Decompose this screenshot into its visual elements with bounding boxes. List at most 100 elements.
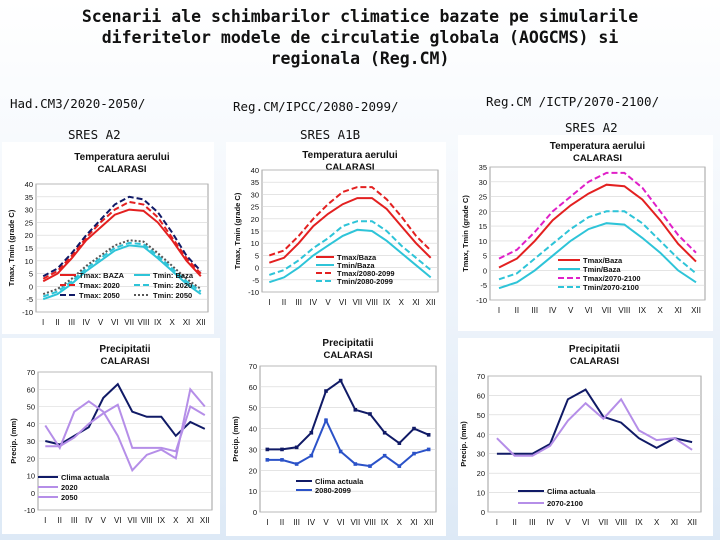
chart-title: Temperatura aerului	[302, 150, 398, 161]
series-line	[42, 195, 202, 278]
y-axis-label: Tmax, Tmin (grade C)	[7, 209, 16, 286]
y-tick-label: 10	[27, 472, 35, 481]
y-tick-label: -5	[26, 295, 33, 304]
data-point	[412, 451, 416, 456]
series-line	[496, 388, 693, 455]
legend-label: Clima actuala	[61, 473, 110, 482]
y-tick-label: 25	[479, 193, 487, 202]
series-line	[268, 186, 432, 257]
x-tick-label: XII	[424, 518, 434, 527]
x-tick-label: VII	[124, 318, 134, 327]
legend-label: Tmax: 2020	[79, 281, 120, 290]
data-point	[426, 433, 431, 437]
x-tick-label: I	[268, 298, 270, 307]
legend-label: Tmin/Baza	[583, 265, 621, 274]
x-tick-label: I	[496, 518, 498, 527]
legend-label: Tmax/2070-2100	[583, 274, 641, 283]
x-tick-label: IX	[635, 518, 643, 527]
x-tick-label: III	[529, 518, 536, 527]
legend-label: Clima actuala	[547, 487, 596, 496]
data-point	[397, 441, 402, 445]
legend-label: 2070-2100	[547, 499, 583, 508]
data-point	[338, 449, 343, 454]
chart-subtitle: CALARASI	[325, 162, 374, 173]
y-axis-label: Precip. (mm)	[231, 416, 240, 462]
series-line	[498, 171, 697, 260]
y-tick-label: 15	[25, 244, 33, 253]
chart-title: Precipitatii	[569, 344, 620, 355]
x-tick-label: IV	[549, 306, 557, 315]
precipitation-chart-2: Precipitatii CALARASI 0 10 20 30 40 50 60 70 I II II…	[226, 332, 446, 536]
y-tick-label: 20	[479, 207, 487, 216]
y-tick-label: 0	[31, 489, 35, 498]
x-tick-label: IX	[381, 518, 389, 527]
temperature-chart-1: Temperatura aerului CALARASI -10 -5 0 5 10 15 20…	[2, 142, 214, 334]
y-tick-label: 0	[253, 508, 257, 517]
y-tick-label: 50	[249, 404, 257, 413]
y-tick-label: 10	[249, 487, 257, 496]
legend-label: Tmax: BAZA	[79, 271, 125, 280]
y-tick-label: 0	[481, 508, 485, 517]
y-tick-label: 40	[27, 420, 35, 429]
chart-title: Precipitatii	[322, 338, 373, 349]
data-point	[338, 378, 343, 383]
y-tick-label: 10	[479, 237, 487, 246]
series-line	[498, 210, 697, 281]
y-tick-label: 35	[251, 178, 259, 187]
data-point	[309, 430, 314, 435]
x-tick-label: II	[512, 518, 516, 527]
temperature-chart-2: Temperatura aerului CALARASI -10 -5 0 5 10 15 20…	[226, 142, 446, 334]
x-tick-label: IV	[82, 318, 90, 327]
x-tick-label: I	[42, 318, 44, 327]
x-tick-label: VIII	[366, 298, 378, 307]
x-tick-label: VII	[598, 518, 608, 527]
y-tick-label: -10	[248, 288, 259, 297]
y-tick-label: 30	[25, 206, 33, 215]
x-tick-label: I	[498, 306, 500, 315]
legend-label: Tmax: 2050	[79, 291, 120, 300]
x-tick-label: III	[68, 318, 75, 327]
x-tick-label: II	[282, 298, 286, 307]
x-tick-label: V	[101, 516, 107, 525]
legend-label: Tmin/2080-2099	[337, 277, 393, 286]
temperature-chart-3: Temperatura aerului CALARASI -10 -5 0 5 10 15 20…	[458, 135, 713, 331]
x-tick-label: X	[397, 518, 403, 527]
series-line	[42, 239, 202, 296]
x-tick-label: VIII	[141, 516, 153, 525]
y-tick-label: 25	[251, 203, 259, 212]
legend-label: 2020	[61, 483, 78, 492]
legend-label: Tmin: 2050	[153, 291, 192, 300]
y-tick-label: 10	[477, 489, 485, 498]
x-tick-label: XI	[412, 298, 420, 307]
column-2-scenario: SRES A1B	[300, 127, 361, 142]
y-axis-label: Precip. (mm)	[459, 421, 468, 467]
x-tick-label: IX	[383, 298, 391, 307]
series-line	[42, 200, 202, 280]
x-tick-label: VIII	[364, 518, 376, 527]
y-tick-label: 30	[479, 178, 487, 187]
data-point	[382, 430, 387, 435]
title-line-2: diferitelor modele de circulatie globala…	[101, 28, 619, 47]
y-tick-label: 50	[477, 411, 485, 420]
series-line	[267, 379, 430, 451]
chart-title: Precipitatii	[99, 344, 150, 355]
data-point	[412, 426, 416, 431]
y-axis-label: Precip. (mm)	[9, 418, 18, 464]
chart-title: Temperatura aerului	[74, 152, 170, 163]
y-tick-label: 70	[249, 362, 257, 371]
x-tick-label: IX	[639, 306, 647, 315]
data-point	[368, 464, 372, 468]
precipitation-chart-1: Precipitatii CALARASI -10 0 10 20 30 40 50 60 70 I I…	[2, 338, 220, 534]
data-point	[397, 464, 402, 468]
x-tick-label: XII	[687, 518, 697, 527]
x-tick-label: III	[293, 518, 300, 527]
precipitation-chart-3: Precipitatii CALARASI 0 10 20 30 40 50 60 70 I II II…	[458, 338, 713, 536]
x-tick-label: VI	[337, 518, 345, 527]
series-line	[498, 222, 697, 290]
x-tick-label: XII	[200, 516, 210, 525]
x-tick-label: II	[55, 318, 59, 327]
x-tick-label: II	[515, 306, 519, 315]
series-line	[42, 241, 202, 298]
y-tick-label: 15	[479, 222, 487, 231]
